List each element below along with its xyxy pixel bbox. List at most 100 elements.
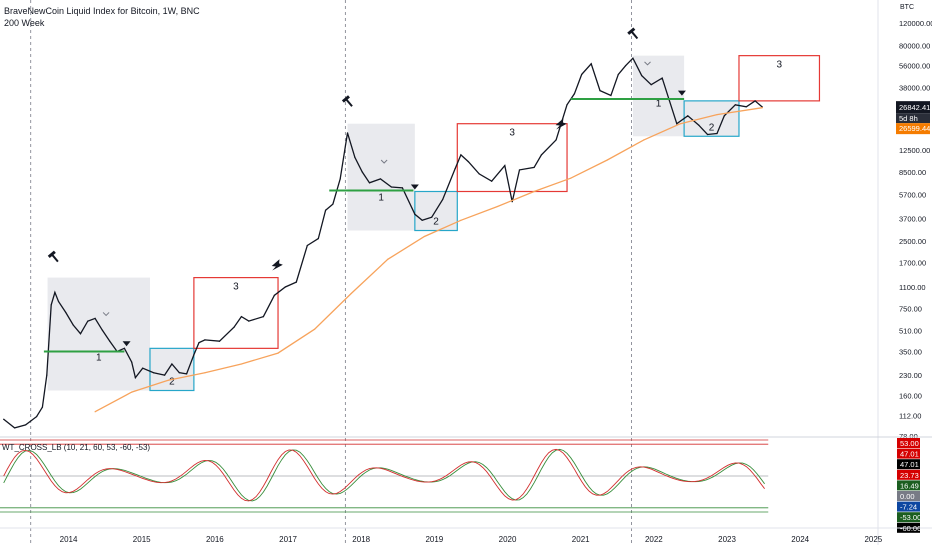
hammer-icon [47, 250, 59, 263]
price-point [533, 166, 535, 169]
halving-lines [30, 0, 632, 545]
price-point [361, 171, 363, 173]
price-point [50, 304, 52, 306]
price-point [716, 132, 718, 135]
price-point [454, 168, 456, 170]
zone-box [632, 55, 685, 137]
price-point [204, 339, 206, 341]
price-point [431, 216, 433, 218]
icon-layer [47, 27, 686, 347]
price-point [390, 186, 393, 188]
price-point [295, 281, 297, 283]
y-tick-label: 112.00 [899, 412, 921, 421]
zone-label: 2 [169, 377, 175, 388]
support-layer [43, 98, 685, 353]
check-icon [102, 312, 110, 317]
price-point [566, 104, 568, 106]
price-point [332, 203, 334, 205]
y-tick-label: 3700.00 [899, 215, 926, 224]
x-tick-label: 2024 [791, 535, 809, 544]
x-tick-label: 2015 [133, 535, 151, 544]
price-point [478, 173, 480, 175]
currency-label: BTC [900, 4, 914, 11]
triangle-down-icon [122, 341, 131, 347]
y-tick-label: 350.00 [899, 347, 922, 356]
price-point [676, 123, 678, 125]
price-point [650, 84, 652, 86]
zone-box [47, 277, 150, 391]
price-point [610, 94, 612, 97]
ma-point [761, 107, 763, 109]
y-tick-label: 12500.00 [899, 146, 930, 155]
y-tick-label: 510.00 [899, 326, 922, 335]
indicator-scale-badge [897, 491, 920, 501]
price-point [94, 317, 96, 319]
price-point [164, 374, 166, 376]
zone-label: 3 [776, 60, 782, 71]
indicator-scale-badge [897, 512, 920, 523]
ma-point [350, 292, 352, 295]
price-point [101, 329, 104, 331]
price-point [754, 100, 756, 102]
price-point [518, 169, 521, 171]
price-point [248, 320, 250, 322]
price-point [178, 372, 180, 374]
indicator-scale-badge [897, 448, 920, 459]
price-point [218, 340, 221, 342]
price-point [3, 418, 5, 420]
price-point [54, 291, 56, 293]
zone-box [347, 123, 415, 231]
price-point [142, 367, 144, 369]
y-tick-label: 5700.00 [899, 190, 926, 199]
indicator-title: WT_CROSS_LB (10, 21, 60, 53, -60, -53) [2, 443, 151, 452]
x-tick-label: 2014 [60, 535, 78, 544]
ma-point [387, 258, 389, 260]
price-point [79, 333, 82, 335]
zone-box [683, 100, 740, 137]
indicator-scale-label: 23.73 [900, 471, 919, 480]
countdown-label: 5d 8h [899, 114, 918, 123]
zone-label: 1 [378, 193, 384, 204]
price-point [153, 372, 155, 374]
price-point [706, 133, 709, 136]
price-point [442, 198, 444, 201]
price-point [134, 377, 136, 379]
price-point [723, 115, 725, 117]
ma-point [94, 411, 96, 413]
last-price-label: 26842.41 [899, 103, 930, 112]
indicator-scale-label: -7.24 [900, 503, 917, 512]
y-tick-label: 56000.00 [899, 62, 930, 71]
y-tick-label: 80000.00 [899, 42, 930, 51]
price-point [185, 373, 188, 375]
y-tick-label: 120000.00 [899, 19, 932, 28]
indicator-scale-badge [897, 501, 920, 512]
indicator-scale-label: 47.01 [900, 450, 919, 459]
ma-price-label: 26599.44 [899, 124, 930, 133]
zone-label: 2 [433, 217, 439, 228]
price-point [421, 219, 423, 221]
hammer-icon [627, 27, 639, 40]
x-tick-label: 2021 [572, 535, 590, 544]
price-point [273, 294, 275, 296]
price-point [35, 416, 38, 418]
x-tick-label: 2016 [206, 535, 224, 544]
price-point [317, 237, 319, 240]
price-point [368, 182, 371, 184]
ma-point [570, 177, 572, 179]
time-axis[interactable]: 2014 2015 2016 2017 2018 2019 2020 2021 2022 2023… [0, 527, 932, 544]
price-point [198, 341, 200, 344]
x-tick-label: 2019 [425, 535, 443, 544]
zone-box [193, 277, 279, 349]
price-point [41, 406, 44, 408]
y-tick-label: 750.00 [899, 305, 922, 314]
price-point [306, 244, 308, 247]
price-point [109, 340, 111, 342]
price-point [57, 300, 60, 303]
price-point [339, 178, 341, 180]
zone-label: 2 [709, 122, 715, 133]
ma-legend-label: 200 Week [4, 18, 45, 28]
price-point [354, 156, 356, 158]
price-point [467, 161, 469, 163]
